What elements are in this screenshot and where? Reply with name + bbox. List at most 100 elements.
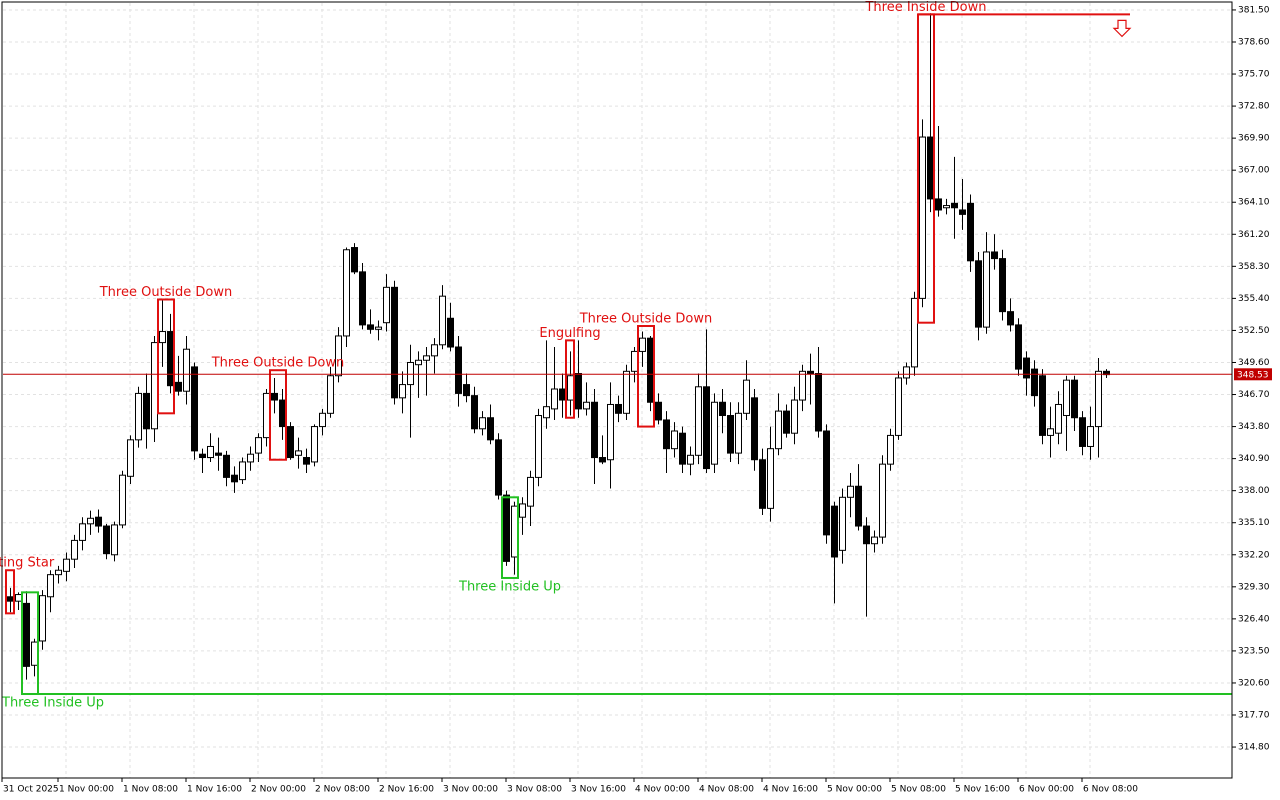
candle-body [39,595,46,642]
candle-body [943,205,950,209]
candle-body [719,401,726,417]
y-tick-label: 352.50 [1238,326,1270,336]
pattern-label: Shooting Star [0,556,55,571]
candle-body [1023,357,1030,379]
pattern-box [269,369,287,461]
candle-body [55,569,62,576]
candle-body [223,454,230,478]
candle-body [543,406,550,419]
candle-body [887,434,894,465]
candle-body [535,415,542,478]
candle-body [175,381,182,392]
x-tick-label: 6 Nov 08:00 [1083,785,1138,795]
x-tick-label: 4 Nov 00:00 [635,785,690,795]
x-tick-label: 6 Nov 00:00 [1019,785,1074,795]
candle-body [1087,426,1094,447]
candle-body [895,377,902,436]
candle-body [15,594,22,602]
candle-body [239,461,246,481]
candle-body [727,415,734,454]
x-tick-label: 4 Nov 16:00 [763,785,818,795]
plot-frame [1,1,1233,779]
y-tick-label: 355.40 [1238,294,1270,304]
candle-body [311,426,318,463]
candle-body [119,474,126,526]
x-tick-label: 5 Nov 00:00 [827,785,882,795]
candle-body [1055,403,1062,434]
candle-body [463,384,470,397]
candle-body [815,373,822,432]
candle-body [607,403,614,461]
candle-body [247,453,254,463]
candle-body [79,523,86,541]
y-tick-label: 338.00 [1238,486,1270,496]
x-tick-label: 31 Oct 2025 [3,785,59,795]
pattern-box [5,569,15,615]
candle-body [511,505,518,558]
y-tick-label: 335.10 [1238,518,1270,528]
candle-body [783,410,790,434]
candle-body [599,457,606,463]
y-tick-label: 364.10 [1238,198,1270,208]
candle-body [703,386,710,470]
candle-body [855,485,862,527]
pattern-box [157,298,175,415]
candle-body [167,331,174,387]
candle-body [1063,379,1070,417]
candle-body [1031,368,1038,397]
pattern-label: Engulfing [539,326,600,341]
y-tick-label: 346.70 [1238,390,1270,400]
x-tick-label: 5 Nov 16:00 [955,785,1010,795]
candle-body [415,359,422,366]
candle-body [263,392,270,439]
x-tick-label: 1 Nov 00:00 [59,785,114,795]
x-tick-label: 5 Nov 08:00 [891,785,946,795]
candle-body [519,503,526,518]
candle-body [111,524,118,556]
candle-body [1039,375,1046,436]
candle-body [207,445,214,459]
y-tick-label: 332.20 [1238,550,1270,560]
candle-body [711,401,718,465]
candle-body [303,457,310,465]
candle-body [695,386,702,456]
grid [1,3,1232,778]
candle-body [407,361,414,386]
candle-body [335,335,342,377]
candle-body [47,574,54,598]
candle-body [799,370,806,401]
candle-body [639,337,646,352]
candle-body [767,448,774,509]
candle-body [879,463,886,538]
candle-body [487,417,494,441]
candle-body [495,439,502,496]
pattern-box [501,496,519,579]
candle-body [367,324,374,330]
candle-body [991,251,998,260]
candle-body [559,388,566,401]
candle-body [295,450,302,456]
candle-body [1007,311,1014,326]
candle-body [1015,324,1022,370]
candle-body [71,539,78,560]
x-tick-label: 4 Nov 08:00 [699,785,754,795]
candle-body [23,602,30,667]
y-tick-label: 323.50 [1238,646,1270,656]
y-tick-label: 361.20 [1238,230,1270,240]
candle-body [271,392,278,401]
candle-body [775,410,782,450]
candle-body [159,331,166,344]
candle-body [567,375,574,401]
candle-body [687,454,694,465]
candle-body [143,392,150,430]
candle-body [823,430,830,536]
candle-body [215,452,222,456]
candle-body [807,370,814,375]
pattern-box [565,339,575,419]
candle-body [903,366,910,379]
y-tick-label: 372.80 [1238,102,1270,112]
candle-body [623,370,630,414]
pattern-label: Three Outside Down [211,356,345,371]
candle-body [183,348,190,392]
candle-body [983,251,990,328]
